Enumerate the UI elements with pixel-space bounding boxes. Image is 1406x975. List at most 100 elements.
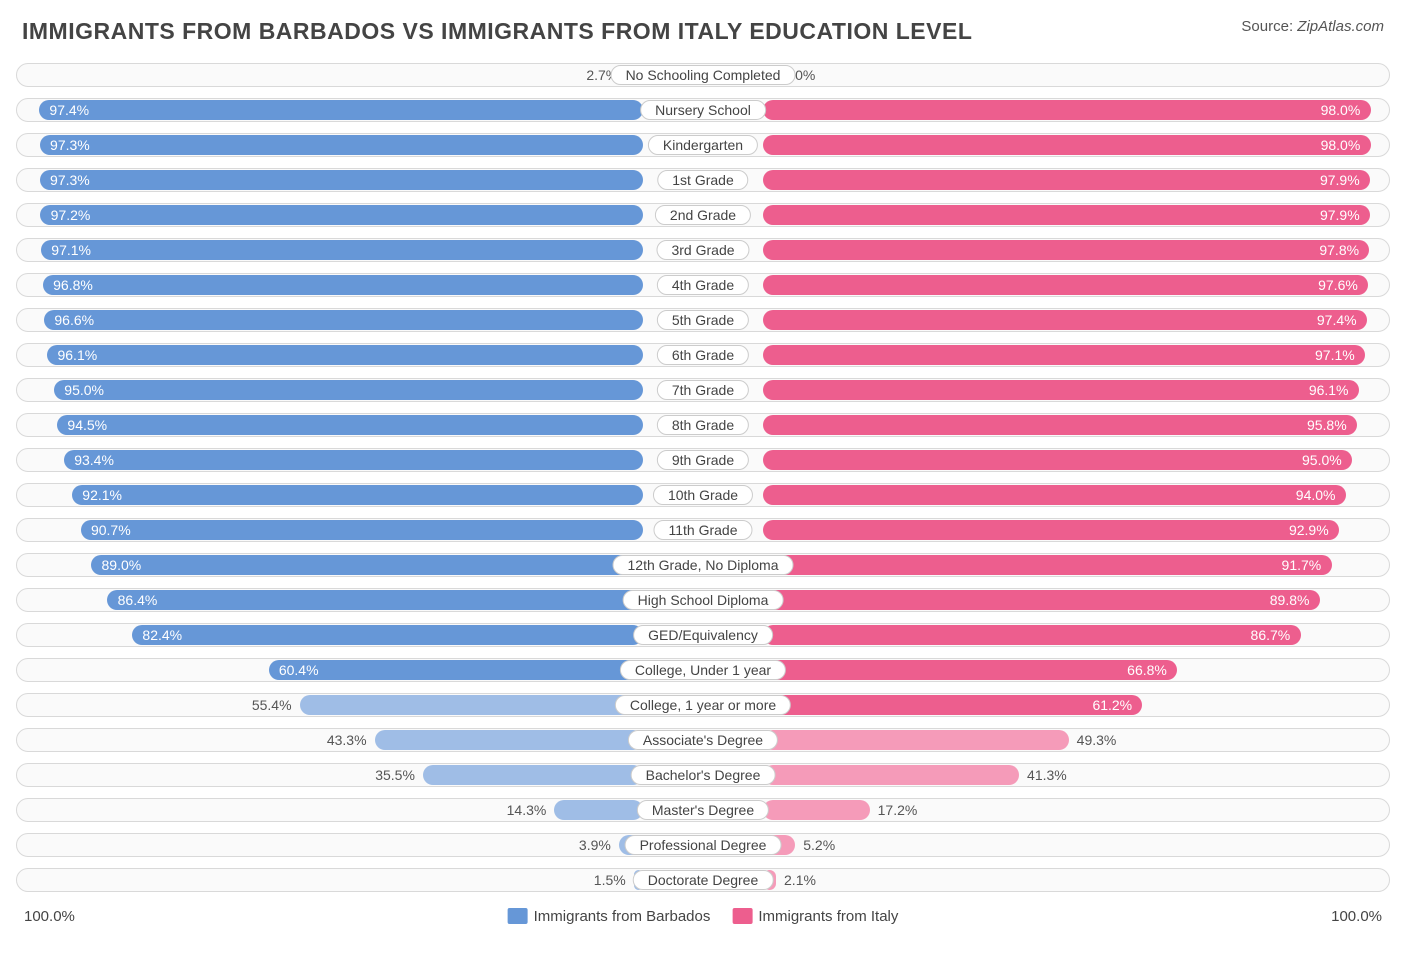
legend-center: Immigrants from Barbados Immigrants from… bbox=[508, 908, 899, 925]
bar-left bbox=[72, 485, 643, 505]
pct-label-left: 96.1% bbox=[57, 344, 97, 366]
bar-left bbox=[40, 170, 643, 190]
bar-right bbox=[763, 275, 1368, 295]
chart-row: 90.7%92.9%11th Grade bbox=[16, 518, 1390, 542]
pct-label-left: 60.4% bbox=[279, 659, 319, 681]
pct-label-left: 96.6% bbox=[54, 309, 94, 331]
category-label: GED/Equivalency bbox=[633, 625, 773, 645]
pct-label-left: 95.0% bbox=[64, 379, 104, 401]
pct-label-left: 82.4% bbox=[142, 624, 182, 646]
pct-label-left: 43.3% bbox=[327, 729, 367, 751]
bar-right bbox=[763, 310, 1367, 330]
bar-left bbox=[44, 310, 643, 330]
pct-label-right: 98.0% bbox=[1321, 99, 1361, 121]
chart-row: 3.9%5.2%Professional Degree bbox=[16, 833, 1390, 857]
pct-label-right: 2.1% bbox=[784, 869, 816, 891]
bar-left bbox=[91, 555, 643, 575]
pct-label-right: 41.3% bbox=[1027, 764, 1067, 786]
category-label: 10th Grade bbox=[653, 485, 753, 505]
legend-row: 100.0% Immigrants from Barbados Immigran… bbox=[16, 903, 1390, 929]
pct-label-right: 97.6% bbox=[1318, 274, 1358, 296]
bar-left bbox=[47, 345, 643, 365]
bar-left bbox=[81, 520, 643, 540]
diverging-bar-chart: 2.7%2.0%No Schooling Completed97.4%98.0%… bbox=[16, 63, 1390, 892]
category-label: Bachelor's Degree bbox=[631, 765, 776, 785]
pct-label-right: 98.0% bbox=[1321, 134, 1361, 156]
pct-label-left: 14.3% bbox=[507, 799, 547, 821]
legend-item-left: Immigrants from Barbados bbox=[508, 908, 711, 925]
chart-row: 97.3% 97.9% 1st Grade bbox=[16, 168, 1390, 192]
bar-right bbox=[763, 660, 1177, 680]
pct-label-left: 1.5% bbox=[594, 869, 626, 891]
category-label: Associate's Degree bbox=[628, 730, 778, 750]
bar-right bbox=[763, 170, 1370, 190]
source-label: Source: bbox=[1241, 18, 1293, 35]
chart-row: 97.3% 98.0% Kindergarten bbox=[16, 133, 1390, 157]
chart-row: 86.4%89.8%High School Diploma bbox=[16, 588, 1390, 612]
chart-row: 97.1%97.8%3rd Grade bbox=[16, 238, 1390, 262]
bar-right bbox=[763, 100, 1371, 120]
bar-left bbox=[40, 205, 643, 225]
pct-label-left: 93.4% bbox=[74, 449, 114, 471]
chart-row: 60.4% 66.8% College, Under 1 year bbox=[16, 658, 1390, 682]
header: IMMIGRANTS FROM BARBADOS VS IMMIGRANTS F… bbox=[16, 18, 1390, 45]
chart-row: 93.4%95.0%9th Grade bbox=[16, 448, 1390, 472]
bar-left bbox=[40, 135, 643, 155]
category-label: 5th Grade bbox=[657, 310, 749, 330]
category-label: 11th Grade bbox=[653, 520, 752, 540]
category-label: 6th Grade bbox=[657, 345, 749, 365]
source-value: ZipAtlas.com bbox=[1297, 18, 1384, 35]
chart-row: 92.1%94.0%10th Grade bbox=[16, 483, 1390, 507]
bar-right bbox=[763, 520, 1339, 540]
pct-label-right: 97.8% bbox=[1319, 239, 1359, 261]
category-label: 2nd Grade bbox=[655, 205, 751, 225]
category-label: College, Under 1 year bbox=[620, 660, 786, 680]
chart-row: 55.4%61.2%College, 1 year or more bbox=[16, 693, 1390, 717]
pct-label-left: 55.4% bbox=[252, 694, 292, 716]
chart-row: 43.3% 49.3% Associate's Degree bbox=[16, 728, 1390, 752]
category-label: 1st Grade bbox=[657, 170, 748, 190]
legend-label-right: Immigrants from Italy bbox=[758, 908, 898, 925]
bar-right bbox=[763, 765, 1019, 785]
pct-label-right: 95.8% bbox=[1307, 414, 1347, 436]
bar-right bbox=[763, 415, 1357, 435]
pct-label-right: 86.7% bbox=[1251, 624, 1291, 646]
pct-label-left: 97.3% bbox=[50, 169, 90, 191]
category-label: 8th Grade bbox=[657, 415, 749, 435]
pct-label-left: 86.4% bbox=[118, 589, 158, 611]
pct-label-left: 89.0% bbox=[102, 554, 142, 576]
legend-swatch-left bbox=[508, 908, 528, 924]
bar-left bbox=[64, 450, 643, 470]
bar-right bbox=[763, 730, 1069, 750]
pct-label-right: 96.1% bbox=[1309, 379, 1349, 401]
pct-label-right: 17.2% bbox=[878, 799, 918, 821]
bar-right bbox=[763, 590, 1320, 610]
bar-right bbox=[763, 205, 1370, 225]
bar-left bbox=[54, 380, 643, 400]
pct-label-left: 97.3% bbox=[50, 134, 90, 156]
pct-label-right: 95.0% bbox=[1302, 449, 1342, 471]
pct-label-left: 97.4% bbox=[49, 99, 89, 121]
chart-row: 97.2%97.9%2nd Grade bbox=[16, 203, 1390, 227]
pct-label-right: 61.2% bbox=[1092, 694, 1132, 716]
bar-right bbox=[763, 555, 1332, 575]
legend-item-right: Immigrants from Italy bbox=[732, 908, 898, 925]
bar-right bbox=[763, 485, 1346, 505]
axis-max-right: 100.0% bbox=[1331, 908, 1382, 925]
chart-row: 96.1%97.1%6th Grade bbox=[16, 343, 1390, 367]
category-label: 4th Grade bbox=[657, 275, 749, 295]
bar-left bbox=[554, 800, 643, 820]
category-label: Kindergarten bbox=[648, 135, 758, 155]
legend-swatch-right bbox=[732, 908, 752, 924]
source-attribution: Source: ZipAtlas.com bbox=[1241, 18, 1384, 35]
pct-label-right: 97.9% bbox=[1320, 169, 1360, 191]
pct-label-right: 49.3% bbox=[1077, 729, 1117, 751]
chart-row: 96.8%97.6%4th Grade bbox=[16, 273, 1390, 297]
chart-row: 89.0%91.7%12th Grade, No Diploma bbox=[16, 553, 1390, 577]
bar-left bbox=[57, 415, 643, 435]
pct-label-right: 97.4% bbox=[1317, 309, 1357, 331]
chart-row: 14.3%17.2%Master's Degree bbox=[16, 798, 1390, 822]
pct-label-right: 66.8% bbox=[1127, 659, 1167, 681]
chart-container: IMMIGRANTS FROM BARBADOS VS IMMIGRANTS F… bbox=[0, 0, 1406, 939]
category-label: 12th Grade, No Diploma bbox=[613, 555, 794, 575]
